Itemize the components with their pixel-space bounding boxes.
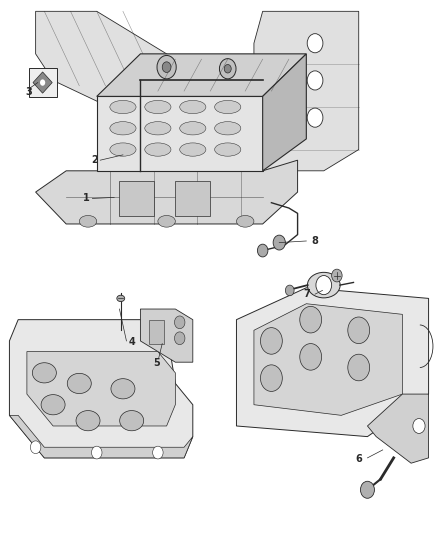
- Ellipse shape: [111, 378, 135, 399]
- Ellipse shape: [180, 122, 206, 135]
- Circle shape: [348, 317, 370, 344]
- Circle shape: [316, 276, 332, 295]
- Circle shape: [307, 71, 323, 90]
- Text: 2: 2: [91, 155, 98, 165]
- Ellipse shape: [67, 373, 91, 393]
- Circle shape: [261, 365, 283, 391]
- Circle shape: [300, 306, 321, 333]
- Ellipse shape: [32, 363, 57, 383]
- Circle shape: [258, 244, 268, 257]
- Ellipse shape: [120, 410, 144, 431]
- Ellipse shape: [215, 143, 241, 156]
- Polygon shape: [10, 320, 193, 458]
- Ellipse shape: [41, 394, 65, 415]
- FancyBboxPatch shape: [28, 68, 57, 98]
- Polygon shape: [367, 394, 428, 463]
- Ellipse shape: [110, 143, 136, 156]
- Text: 7: 7: [303, 289, 310, 299]
- Circle shape: [40, 79, 45, 86]
- Circle shape: [300, 344, 321, 370]
- Ellipse shape: [76, 410, 100, 431]
- FancyBboxPatch shape: [149, 320, 164, 344]
- Polygon shape: [33, 72, 52, 93]
- Ellipse shape: [110, 100, 136, 114]
- Polygon shape: [263, 54, 306, 171]
- Text: 5: 5: [154, 358, 160, 368]
- Circle shape: [360, 481, 374, 498]
- Ellipse shape: [110, 122, 136, 135]
- Circle shape: [273, 235, 286, 250]
- Circle shape: [157, 55, 176, 79]
- Polygon shape: [254, 304, 403, 415]
- Circle shape: [332, 269, 342, 282]
- Text: 8: 8: [311, 236, 318, 246]
- Polygon shape: [27, 352, 175, 426]
- Polygon shape: [35, 160, 297, 224]
- FancyBboxPatch shape: [119, 181, 153, 216]
- Circle shape: [413, 418, 425, 433]
- FancyBboxPatch shape: [175, 181, 210, 216]
- Polygon shape: [10, 415, 193, 458]
- Circle shape: [30, 441, 41, 454]
- Ellipse shape: [307, 272, 340, 298]
- Text: 1: 1: [82, 193, 89, 204]
- Ellipse shape: [117, 295, 125, 302]
- Circle shape: [348, 354, 370, 381]
- Polygon shape: [141, 309, 193, 362]
- Circle shape: [174, 316, 185, 329]
- Circle shape: [307, 34, 323, 53]
- Polygon shape: [237, 288, 428, 437]
- Polygon shape: [97, 96, 263, 171]
- Circle shape: [92, 446, 102, 459]
- Ellipse shape: [158, 215, 175, 227]
- Circle shape: [307, 108, 323, 127]
- Ellipse shape: [180, 100, 206, 114]
- Polygon shape: [35, 11, 184, 118]
- Ellipse shape: [215, 122, 241, 135]
- Circle shape: [219, 59, 236, 79]
- Circle shape: [152, 446, 163, 459]
- Ellipse shape: [237, 215, 254, 227]
- Circle shape: [162, 62, 171, 72]
- Circle shape: [261, 328, 283, 354]
- Text: 4: 4: [128, 337, 135, 347]
- Text: 3: 3: [26, 87, 32, 97]
- Circle shape: [174, 332, 185, 345]
- Ellipse shape: [79, 215, 97, 227]
- Ellipse shape: [180, 143, 206, 156]
- Circle shape: [286, 285, 294, 296]
- Ellipse shape: [145, 122, 171, 135]
- Ellipse shape: [145, 100, 171, 114]
- Polygon shape: [254, 11, 359, 171]
- Polygon shape: [97, 54, 306, 96]
- Circle shape: [224, 64, 231, 73]
- Ellipse shape: [145, 143, 171, 156]
- Ellipse shape: [215, 100, 241, 114]
- Text: 6: 6: [355, 454, 362, 464]
